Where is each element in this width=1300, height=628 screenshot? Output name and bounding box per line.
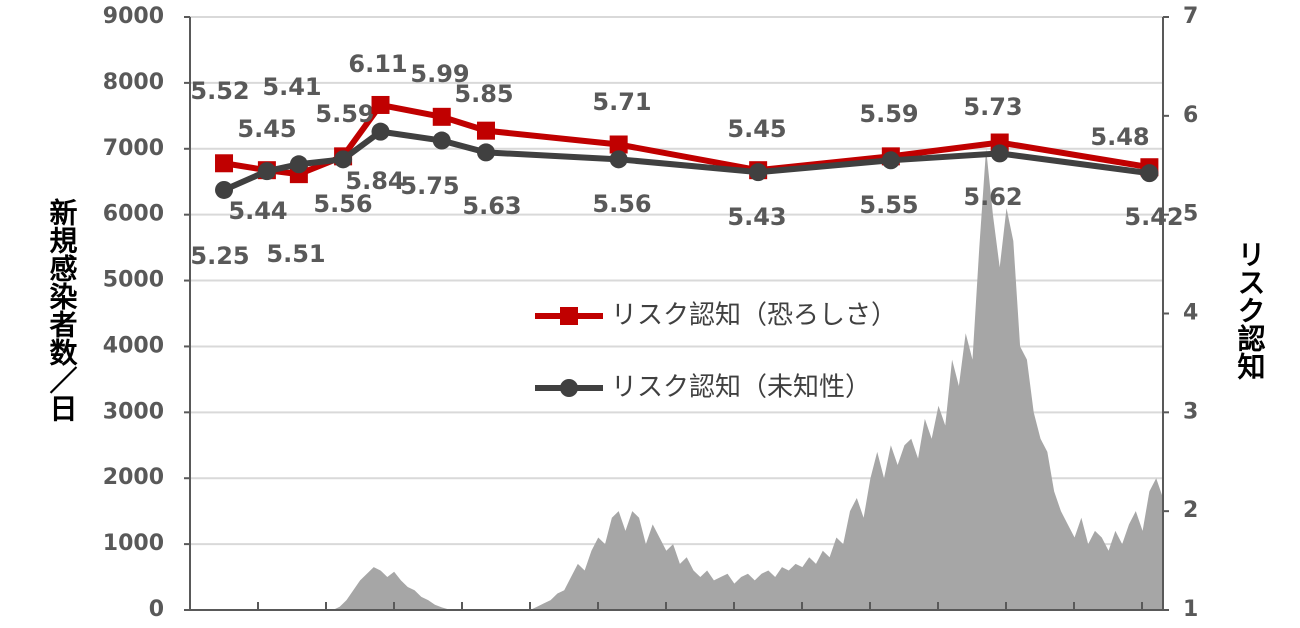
value-label: 5.62 [963, 183, 1022, 211]
legend-marker [560, 379, 578, 397]
value-label: 5.71 [592, 88, 651, 116]
value-label: 5.99 [410, 60, 469, 88]
legend-label: リスク認知（未知性） [611, 373, 871, 403]
marker [371, 95, 390, 114]
y-tick-label: 7000 [103, 136, 164, 161]
marker [476, 121, 495, 140]
y2-tick-label: 2 [1183, 498, 1198, 523]
marker [334, 150, 353, 169]
y-tick-label: 3000 [103, 399, 164, 424]
marker [749, 163, 768, 182]
y2-tick-label: 3 [1183, 399, 1198, 424]
marker [371, 122, 390, 141]
value-label: 5.59 [315, 100, 374, 128]
value-label: 5.44 [228, 197, 287, 225]
value-label: 5.56 [313, 190, 372, 218]
value-label: 5.56 [592, 190, 651, 218]
value-label: 5.51 [266, 240, 325, 268]
y-tick-label: 4000 [103, 333, 164, 358]
value-label: 5.75 [400, 172, 459, 200]
y-tick-label: 8000 [103, 70, 164, 95]
marker [215, 180, 234, 199]
y-tick-label: 9000 [103, 4, 164, 29]
y2-tick-label: 7 [1183, 4, 1198, 29]
marker [609, 150, 628, 169]
y-tick-label: 2000 [103, 465, 164, 490]
case-area [190, 148, 1163, 610]
value-label: 5.48 [1090, 123, 1149, 151]
marker [432, 107, 451, 126]
y2-tick-label: 4 [1183, 301, 1198, 326]
legend-marker [560, 307, 578, 325]
marker [476, 143, 495, 162]
marker [881, 151, 900, 170]
y-tick-label: 6000 [103, 202, 164, 227]
y-axis-label: 新規感染者数／日 [46, 198, 79, 422]
marker [609, 135, 628, 154]
y-tick-label: 0 [149, 597, 164, 622]
value-label: 5.52 [190, 77, 249, 105]
y2-axis-label: リスク認知 [1234, 240, 1267, 380]
value-label: 5.43 [727, 203, 786, 231]
value-label: 5.45 [237, 115, 296, 143]
marker [257, 162, 276, 181]
y-tick-label: 5000 [103, 268, 164, 293]
marker [289, 155, 308, 174]
value-label: 5.41 [262, 73, 321, 101]
marker [432, 131, 451, 150]
marker [215, 154, 234, 173]
y2-tick-label: 1 [1183, 597, 1198, 622]
value-label: 5.45 [727, 115, 786, 143]
value-label: 6.11 [348, 50, 407, 78]
marker [990, 144, 1009, 163]
value-label: 5.59 [859, 100, 918, 128]
legend-label: リスク認知（恐ろしさ） [611, 301, 897, 331]
marker [1140, 164, 1159, 183]
value-label: 5.55 [859, 191, 918, 219]
value-label: 5.84 [345, 167, 404, 195]
value-label: 5.63 [462, 192, 521, 220]
y2-tick-label: 6 [1183, 103, 1198, 128]
value-label: 5.85 [454, 80, 513, 108]
value-label: 5.25 [190, 242, 249, 270]
y2-tick-label: 5 [1183, 202, 1198, 227]
value-label: 5.73 [963, 93, 1022, 121]
y-tick-label: 1000 [103, 531, 164, 556]
value-label: 5.42 [1124, 203, 1183, 231]
